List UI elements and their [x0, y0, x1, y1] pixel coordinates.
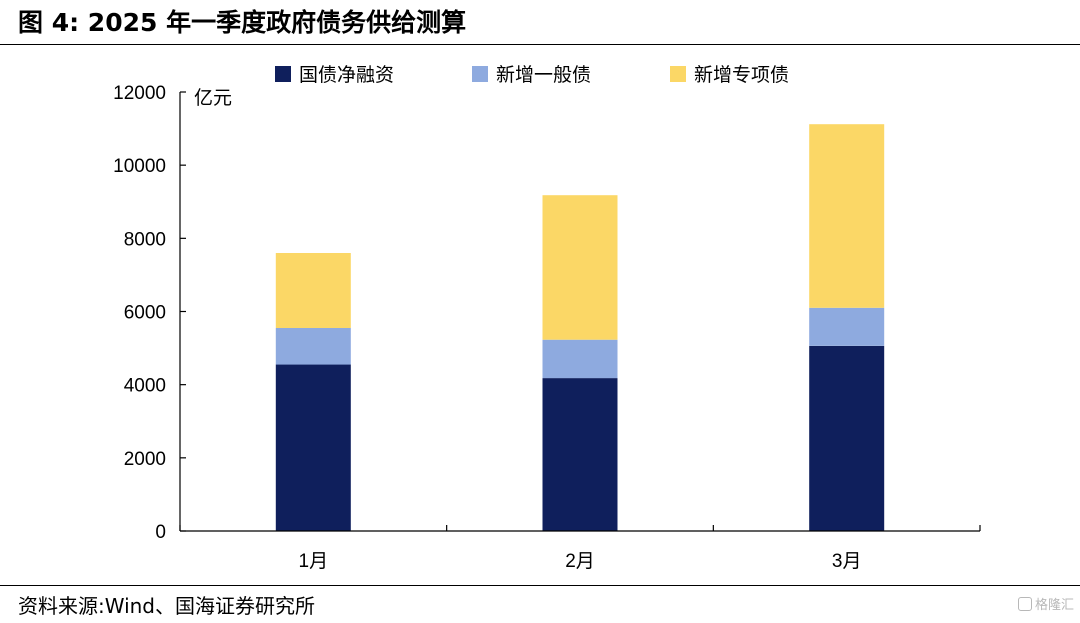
legend-swatch — [275, 66, 291, 82]
bottom-rule — [0, 585, 1080, 586]
x-tick-label: 2月 — [565, 551, 595, 572]
legend-label: 新增一般债 — [496, 64, 591, 86]
source-note: 资料来源:Wind、国海证券研究所 — [18, 594, 316, 618]
legend-swatch — [670, 66, 686, 82]
watermark-logo-icon — [1017, 596, 1032, 611]
y-axis-unit: 亿元 — [194, 87, 232, 109]
y-tick-label: 10000 — [113, 156, 166, 177]
bar-segment — [809, 307, 885, 346]
bar-segment — [275, 364, 351, 531]
watermark: 格隆汇 — [1017, 594, 1074, 613]
legend-label: 新增专项债 — [694, 64, 789, 86]
bar-segment — [542, 339, 618, 379]
bar-segment — [275, 253, 351, 328]
axes: 0 2000 4000 6000 8000 10000 12000 1月 2月 3月 — [113, 83, 981, 572]
legend-swatch — [472, 66, 488, 82]
y-tick-label: 0 — [155, 522, 166, 543]
x-tick-label: 3月 — [832, 551, 862, 572]
x-tick-label: 1月 — [299, 551, 329, 572]
bar-segment — [809, 345, 885, 531]
y-tick-label: 8000 — [124, 229, 166, 250]
bar-segment — [542, 378, 618, 531]
y-tick-label: 4000 — [124, 376, 166, 397]
y-tick-label: 2000 — [124, 449, 166, 470]
bar-segment — [275, 328, 351, 365]
figure-title: 图 4: 2025 年一季度政府债务供给测算 — [18, 8, 467, 37]
top-rule — [0, 44, 1080, 45]
bar-segment — [809, 124, 885, 308]
chart-legend: 国债净融资 新增一般债 新增专项债 — [275, 64, 789, 86]
legend-label: 国债净融资 — [299, 64, 394, 86]
y-tick-label: 12000 — [113, 83, 166, 104]
bar-group — [275, 124, 885, 531]
y-tick-label: 6000 — [124, 303, 166, 324]
watermark-text: 格隆汇 — [1034, 598, 1074, 613]
bar-segment — [542, 195, 618, 340]
